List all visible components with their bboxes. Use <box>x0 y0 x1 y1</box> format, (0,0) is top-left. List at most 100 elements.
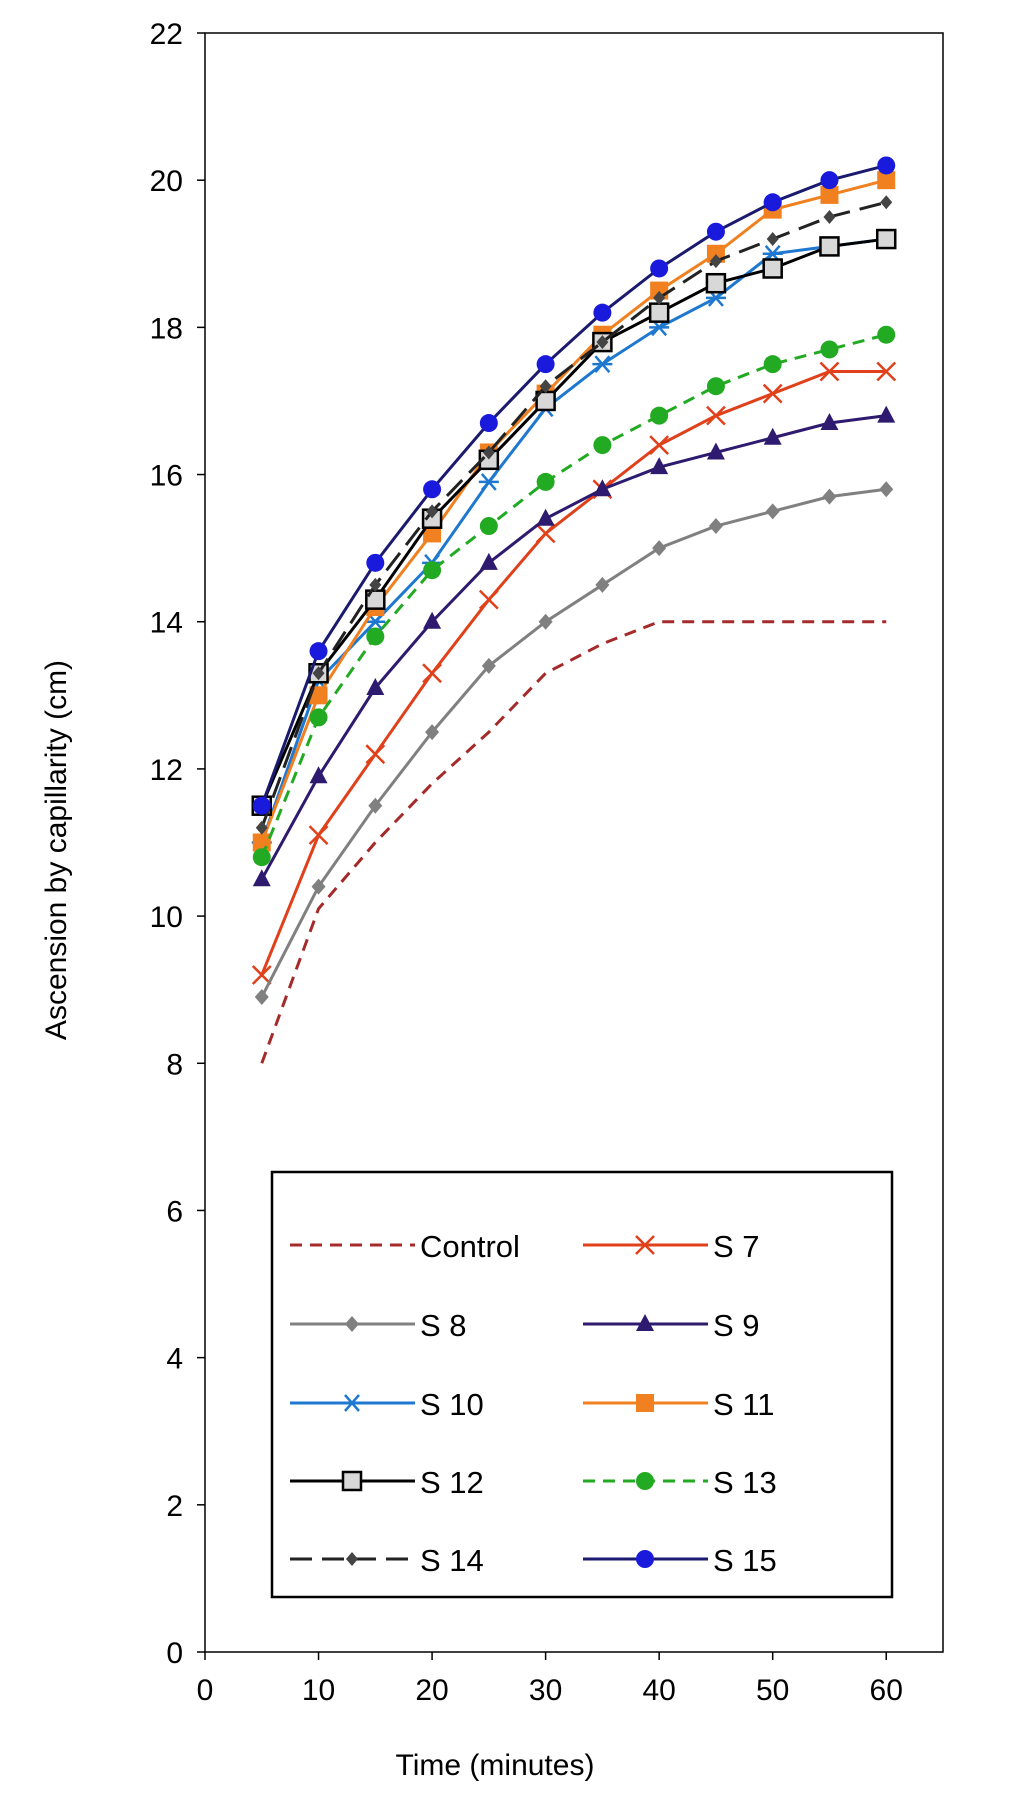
data-point-s15 <box>309 642 328 661</box>
data-point-s8 <box>311 878 326 895</box>
y-tick-label: 6 <box>166 1195 183 1228</box>
data-point-s10 <box>592 355 613 373</box>
series-s9 <box>252 405 896 887</box>
data-point-s14 <box>426 504 439 519</box>
series-line-s15 <box>260 164 887 807</box>
legend-marker-s15 <box>636 1550 654 1568</box>
data-point-s14 <box>255 820 268 835</box>
data-point-s8 <box>538 613 553 630</box>
legend-label-control: Control <box>420 1229 520 1264</box>
data-point-s13 <box>309 708 328 727</box>
data-point-s9 <box>706 442 725 460</box>
y-tick-label: 8 <box>166 1048 183 1081</box>
data-point-s8 <box>481 657 496 674</box>
data-point-s8 <box>765 503 780 520</box>
y-axis-label: Ascension by capillarity (cm) <box>40 660 73 1040</box>
x-tick-label: 10 <box>302 1674 335 1707</box>
y-tick-label: 2 <box>166 1490 183 1523</box>
data-point-s7 <box>819 361 840 382</box>
legend-item-s7: S 7 <box>583 1229 760 1264</box>
legend-marker-s13 <box>636 1472 654 1490</box>
data-point-s14 <box>709 254 722 269</box>
data-point-s15 <box>366 553 385 572</box>
data-point-s13 <box>423 561 442 580</box>
y-tick-label: 0 <box>166 1637 183 1670</box>
data-point-s15 <box>877 156 896 175</box>
data-point-s15 <box>706 222 725 241</box>
data-point-s8 <box>708 518 723 535</box>
data-point-s13 <box>763 355 782 374</box>
x-tick-label: 0 <box>197 1674 214 1707</box>
data-point-s7 <box>535 523 556 544</box>
legend-marker-s12 <box>341 1470 363 1492</box>
data-point-s15 <box>593 303 612 322</box>
data-point-s8 <box>425 724 440 741</box>
series-s8 <box>254 481 894 1006</box>
legend-box <box>270 1170 894 1599</box>
data-point-s15 <box>650 259 669 278</box>
data-point-s10 <box>478 473 499 491</box>
data-point-s7 <box>876 361 897 382</box>
data-point-s7 <box>251 965 272 985</box>
data-point-s14 <box>369 577 382 592</box>
data-point-s15 <box>423 480 442 499</box>
data-point-s11 <box>309 686 328 705</box>
series-line-s7 <box>260 370 887 976</box>
data-point-s11 <box>820 185 839 204</box>
legend-label-s10: S 10 <box>420 1387 484 1422</box>
legend: Control S 7 S 8 S 9 S 10 S 11 S 12 S 13 S 14 S 15 <box>270 1170 894 1599</box>
data-point-s12 <box>875 228 897 250</box>
x-tick-label: 40 <box>642 1674 675 1707</box>
y-tick-label: 4 <box>166 1343 183 1376</box>
data-point-s7 <box>478 589 499 610</box>
data-point-s7 <box>422 663 442 684</box>
legend-item-s8: S 8 <box>290 1308 467 1343</box>
legend-label-s7: S 7 <box>713 1229 760 1264</box>
data-point-s14 <box>880 195 893 210</box>
data-point-s7 <box>308 825 329 846</box>
series-s7 <box>251 361 897 985</box>
data-point-s13 <box>820 340 839 359</box>
legend-item-s13: S 13 <box>583 1465 777 1500</box>
data-point-s13 <box>479 517 498 536</box>
series-s15 <box>252 156 896 815</box>
data-point-s13 <box>593 436 612 455</box>
data-point-s9 <box>820 413 839 431</box>
data-point-s7 <box>365 744 386 765</box>
legend-marker-s10 <box>342 1394 362 1412</box>
legend-label-s9: S 9 <box>713 1308 760 1343</box>
data-point-s14 <box>312 666 325 681</box>
legend-label-s13: S 13 <box>713 1465 777 1500</box>
data-point-s15 <box>536 355 555 374</box>
data-point-s15 <box>763 193 782 212</box>
y-tick-label: 14 <box>150 607 183 640</box>
series-control <box>260 620 887 1064</box>
data-point-s13 <box>650 406 669 425</box>
data-point-s9 <box>366 677 385 695</box>
legend-item-s14: S 14 <box>290 1543 484 1578</box>
y-tick-label: 18 <box>150 312 183 345</box>
legend-marker-s14 <box>346 1552 358 1566</box>
legend-marker-s7 <box>635 1235 655 1255</box>
data-point-s9 <box>423 611 442 629</box>
data-point-s14 <box>482 445 495 460</box>
data-point-s7 <box>762 383 783 404</box>
data-point-s8 <box>595 576 610 593</box>
data-point-s8 <box>822 488 837 505</box>
series-line-s11 <box>260 178 887 844</box>
data-point-s9 <box>536 508 555 526</box>
data-point-s15 <box>479 414 498 433</box>
series-line-s8 <box>260 487 887 998</box>
data-point-s13 <box>252 848 271 867</box>
data-point-s7 <box>706 405 726 426</box>
data-point-s8 <box>652 540 667 557</box>
x-tick-label: 60 <box>870 1674 903 1707</box>
series-line-s13 <box>260 333 887 858</box>
data-point-s15 <box>252 796 271 815</box>
series-s10 <box>251 230 897 852</box>
data-point-s9 <box>877 405 896 423</box>
series-line-control <box>260 620 887 1064</box>
data-point-s9 <box>650 457 669 475</box>
data-point-s9 <box>479 552 498 570</box>
